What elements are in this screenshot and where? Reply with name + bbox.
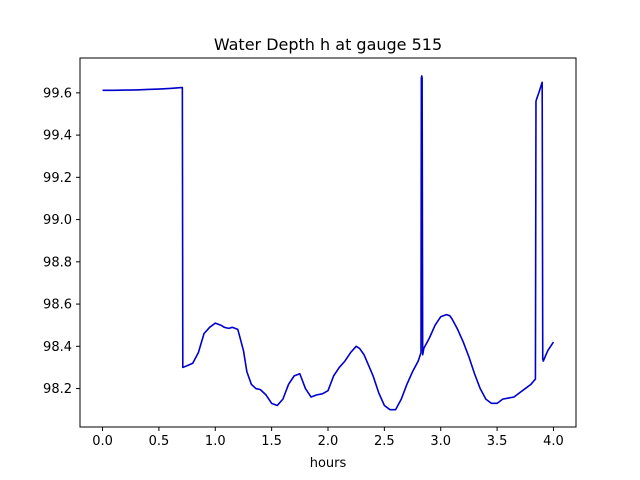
y-tick-label: 99.0 [43,213,72,228]
y-tick-label: 99.4 [43,129,72,144]
y-tick-label: 98.4 [43,340,72,355]
y-tick-label: 98.8 [43,255,72,270]
series-line-0 [102,75,555,411]
x-tick-label: 2.0 [318,434,339,449]
y-tick-label: 99.6 [43,86,72,101]
x-tick-label: 2.5 [374,434,395,449]
x-tick-label: 4.0 [543,434,564,449]
y-tick-label: 98.2 [43,382,72,397]
x-tick-label: 1.0 [205,434,226,449]
x-tick-label: 0.5 [149,434,170,449]
x-axis-label: hours [310,456,347,471]
y-tick-label: 98.6 [43,298,72,313]
y-tick-label: 99.2 [43,171,72,186]
chart-title: Water Depth h at gauge 515 [214,35,442,54]
x-axis-ticks: 0.0 0.5 1.0 1.5 2.0 2.5 3.0 3.5 4.0 [92,427,564,449]
y-axis-ticks: 98.2 98.4 98.6 98.8 99.0 99.2 99.4 99.6 [43,86,80,397]
x-tick-label: 0.0 [92,434,113,449]
series-layer [102,75,555,411]
x-tick-label: 1.5 [261,434,282,449]
x-tick-label: 3.0 [430,434,451,449]
x-tick-label: 3.5 [487,434,508,449]
